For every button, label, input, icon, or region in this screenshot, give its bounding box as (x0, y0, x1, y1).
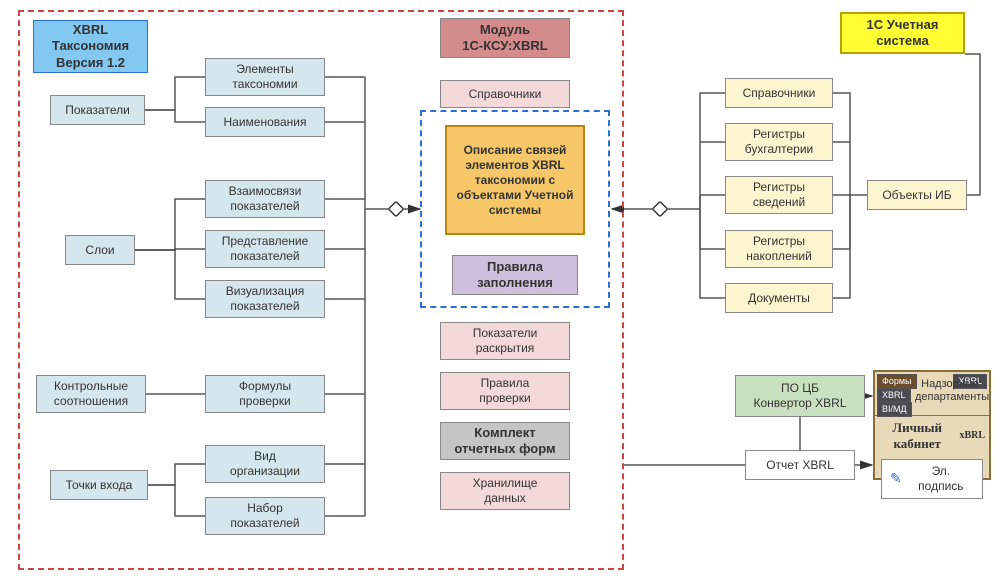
personal-cabinet-label: Личный кабинет (879, 420, 955, 453)
xbrl-report-box: Отчет XBRL (745, 450, 855, 480)
info-registers-box: Регистры сведений (725, 176, 833, 214)
entry-points-box: Точки входа (50, 470, 148, 500)
check-rules-box: Правила проверки (440, 372, 570, 410)
pink-spravochniki-box: Справочники (440, 80, 570, 108)
e-signature-label: Эл. подпись (908, 464, 974, 494)
indicators-box: Показатели (50, 95, 145, 125)
report-forms-box: Комплект отчетных форм (440, 422, 570, 460)
layers-box: Слои (65, 235, 135, 265)
documents-box: Документы (725, 283, 833, 313)
accumulation-registers-box: Регистры накоплений (725, 230, 833, 268)
indicator-presentation-box: Представление показателей (205, 230, 325, 268)
supervisory-depts-label: Надзорные департаменты (915, 378, 985, 404)
accounting-registers-box: Регистры бухгалтерии (725, 123, 833, 161)
indicator-visualization-box: Визуализация показателей (205, 280, 325, 318)
xbrl-small-label: xBRL (959, 430, 985, 443)
tag-bimd: BI/МД (877, 402, 912, 417)
tag-forms: Формы (877, 374, 917, 389)
center-description-box: Описание связей элементов XBRL таксономи… (445, 125, 585, 235)
disclosure-indicators-box: Показатели раскрытия (440, 322, 570, 360)
accounting-system-box: 1С Учетная система (840, 12, 965, 54)
right-spravochniki-box: Справочники (725, 78, 833, 108)
module-box: Модуль 1С-КСУ:XBRL (440, 18, 570, 58)
portal-panel: Формы XBRL BI/МД XBRL Надзорные департам… (873, 370, 991, 480)
tag-xbrl: XBRL (877, 388, 911, 403)
control-relations-box: Контрольные соотношения (36, 375, 146, 413)
data-store-box: Хранилище данных (440, 472, 570, 510)
check-formulas-box: Формулы проверки (205, 375, 325, 413)
cb-converter-box: ПО ЦБ Конвертор XBRL (735, 375, 865, 417)
fill-rules-box: Правила заполнения (452, 255, 578, 295)
taxonomy-elements-box: Элементы таксономии (205, 58, 325, 96)
indicator-relations-box: Взаимосвязи показателей (205, 180, 325, 218)
e-signature-button[interactable]: ✎ Эл. подпись (881, 459, 983, 499)
pen-icon: ✎ (890, 470, 902, 488)
indicator-set-box: Набор показателей (205, 497, 325, 535)
xbrl-taxonomy-box: XBRL Таксономия Версия 1.2 (33, 20, 148, 73)
ib-objects-box: Объекты ИБ (867, 180, 967, 210)
org-type-box: Вид организации (205, 445, 325, 483)
names-box: Наименования (205, 107, 325, 137)
